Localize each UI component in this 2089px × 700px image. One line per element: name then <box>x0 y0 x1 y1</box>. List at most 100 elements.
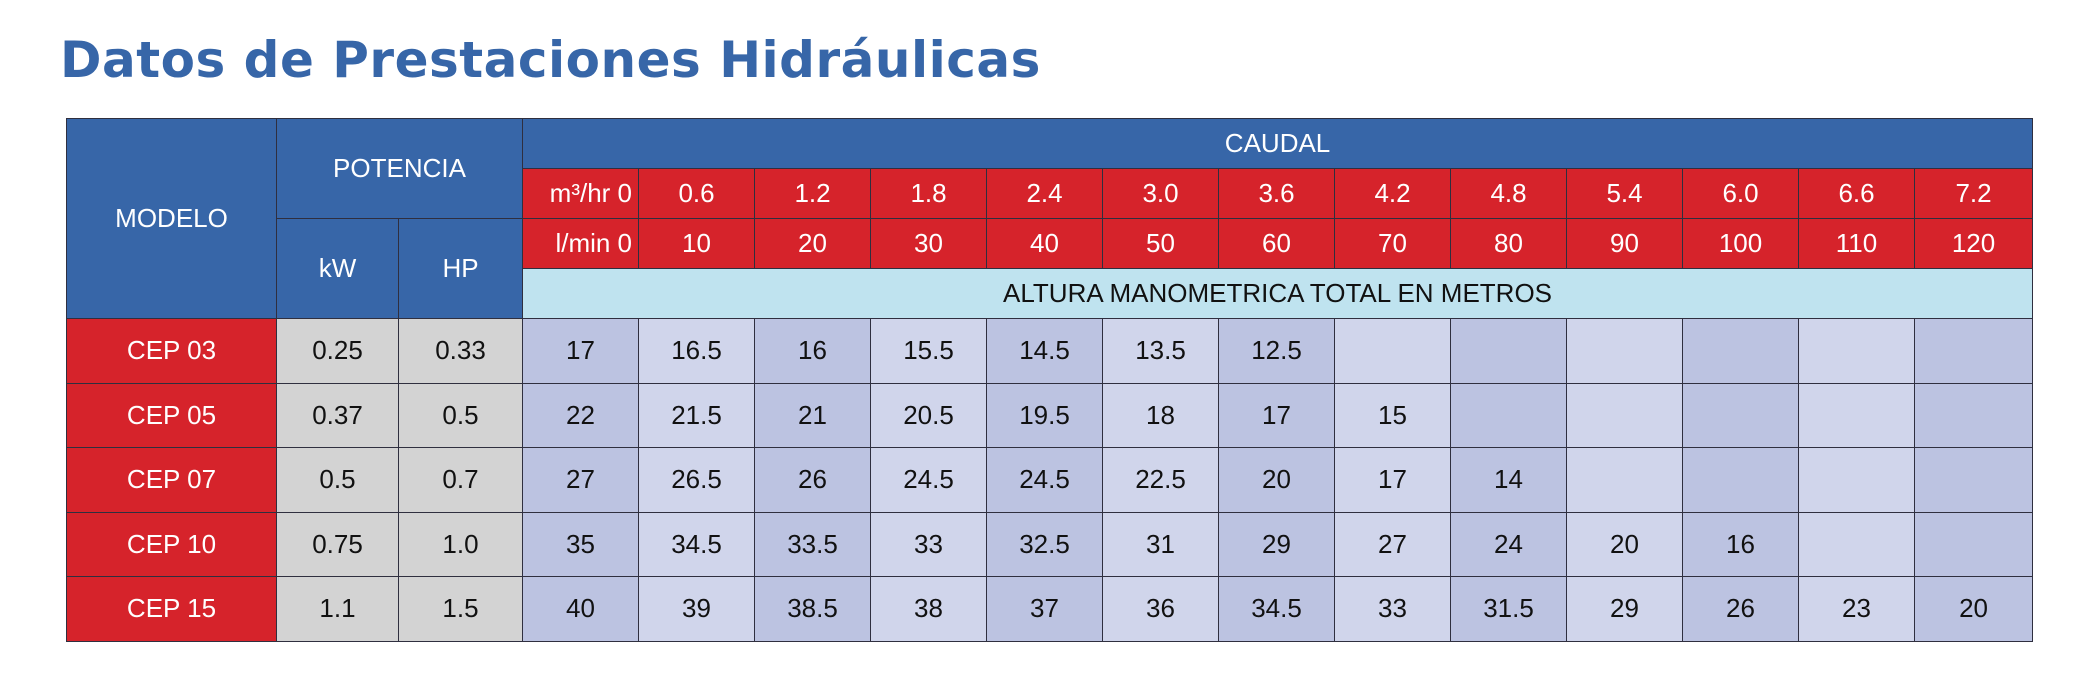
m3hr-value: 6.6 <box>1798 168 1916 219</box>
model-cell: CEP 05 <box>66 382 277 448</box>
performance-table: MODELO POTENCIA CAUDAL m³/hr 0 0.6 1.2 1.8… <box>66 118 2034 642</box>
table-row: CEP 05 0.37 0.5 22 21.5 21 20.5 19.5 18 17 15 <box>66 382 2034 448</box>
head-value-cell: 36 <box>1102 576 1220 642</box>
head-value-cell <box>1798 511 1916 577</box>
head-value-cell: 26 <box>754 447 872 513</box>
m3hr-value: 1.8 <box>870 168 988 219</box>
header-row-altura: ALTURA MANOMETRICA TOTAL EN METROS <box>67 268 2034 319</box>
table-row: CEP 10 0.75 1.0 35 34.5 33.5 33 32.5 31 29 27 24 20 1… <box>66 511 2034 577</box>
model-cell: CEP 03 <box>66 318 277 384</box>
head-value-cell: 33 <box>1334 576 1452 642</box>
head-value-cell: 21.5 <box>638 382 756 448</box>
head-value-cell: 40 <box>522 576 640 642</box>
altura-header: ALTURA MANOMETRICA TOTAL EN METROS <box>522 268 2034 319</box>
head-value-cell: 20 <box>1218 447 1336 513</box>
header-row-lmin: kW HP l/min 0 10 20 30 40 50 60 70 80 90 100 110 12… <box>67 218 2034 319</box>
head-value-cell: 16 <box>754 318 872 384</box>
head-value-cell <box>1798 447 1916 513</box>
head-value-cell: 15 <box>1334 382 1452 448</box>
m3hr-value: 7.2 <box>1914 168 2034 219</box>
model-cell: CEP 10 <box>66 511 277 577</box>
lmin-value: 20 <box>754 218 872 269</box>
head-value-cell: 16.5 <box>638 318 756 384</box>
head-value-cell: 38 <box>870 576 988 642</box>
head-value-cell: 24.5 <box>870 447 988 513</box>
head-value-cell: 31 <box>1102 511 1220 577</box>
head-value-cell: 16 <box>1682 511 1800 577</box>
head-value-cell: 12.5 <box>1218 318 1336 384</box>
m3hr-unit-label: m³/hr 0 <box>522 168 640 219</box>
head-value-cell <box>1914 382 2034 448</box>
kw-cell: 0.37 <box>276 382 399 448</box>
head-value-cell <box>1450 318 1568 384</box>
hp-cell: 0.7 <box>397 447 524 513</box>
head-value-cell <box>1566 447 1684 513</box>
head-value-cell <box>1566 382 1684 448</box>
caudal-header: CAUDAL <box>522 118 2034 169</box>
head-value-cell: 15.5 <box>870 318 988 384</box>
head-value-cell <box>1682 318 1800 384</box>
head-value-cell: 27 <box>522 447 640 513</box>
head-value-cell: 20.5 <box>870 382 988 448</box>
lmin-value: 90 <box>1566 218 1684 269</box>
lmin-value: 30 <box>870 218 988 269</box>
head-value-cell: 37 <box>986 576 1104 642</box>
hp-cell: 1.5 <box>397 576 524 642</box>
lmin-value: 70 <box>1334 218 1452 269</box>
m3hr-value: 0.6 <box>638 168 756 219</box>
kw-cell: 0.75 <box>276 511 399 577</box>
head-value-cell: 29 <box>1566 576 1684 642</box>
head-value-cell <box>1450 382 1568 448</box>
potencia-header: POTENCIA <box>275 118 524 219</box>
head-value-cell: 18 <box>1102 382 1220 448</box>
head-value-cell: 17 <box>522 318 640 384</box>
lmin-value: 50 <box>1102 218 1220 269</box>
hp-header: HP <box>397 218 524 319</box>
lmin-value: 60 <box>1218 218 1336 269</box>
hp-cell: 0.33 <box>397 318 524 384</box>
head-value-cell: 14.5 <box>986 318 1104 384</box>
head-value-cell: 24.5 <box>986 447 1104 513</box>
head-value-cell: 21 <box>754 382 872 448</box>
head-value-cell: 39 <box>638 576 756 642</box>
head-value-cell: 20 <box>1566 511 1684 577</box>
kw-cell: 0.5 <box>276 447 399 513</box>
lmin-value: 80 <box>1450 218 1568 269</box>
page-title: Datos de Prestaciones Hidráulicas <box>60 31 1041 89</box>
head-value-cell <box>1798 382 1916 448</box>
head-value-cell <box>1798 318 1916 384</box>
head-value-cell: 13.5 <box>1102 318 1220 384</box>
m3hr-value: 4.8 <box>1450 168 1568 219</box>
head-value-cell <box>1682 447 1800 513</box>
head-value-cell <box>1914 447 2034 513</box>
m3hr-value: 6.0 <box>1682 168 1800 219</box>
lmin-value: 100 <box>1682 218 1800 269</box>
head-value-cell: 26 <box>1682 576 1800 642</box>
head-value-cell: 31.5 <box>1450 576 1568 642</box>
kw-header: kW <box>276 218 399 319</box>
m3hr-value: 5.4 <box>1566 168 1684 219</box>
m3hr-value: 1.2 <box>754 168 872 219</box>
head-value-cell: 22.5 <box>1102 447 1220 513</box>
lmin-value: 110 <box>1798 218 1916 269</box>
lmin-value: 40 <box>986 218 1104 269</box>
lmin-unit-label: l/min 0 <box>522 218 640 269</box>
head-value-cell: 17 <box>1218 382 1336 448</box>
header-row-m3hr: m³/hr 0 0.6 1.2 1.8 2.4 3.0 3.6 4.2 4.8 5.4 6.0 6.… <box>67 168 2034 219</box>
model-cell: CEP 15 <box>66 576 277 642</box>
head-value-cell: 23 <box>1798 576 1916 642</box>
head-value-cell <box>1682 382 1800 448</box>
head-value-cell: 29 <box>1218 511 1336 577</box>
head-value-cell: 24 <box>1450 511 1568 577</box>
head-value-cell <box>1914 511 2034 577</box>
table-body: CEP 03 0.25 0.33 17 16.5 16 15.5 14.5 13.5 12.5 CE… <box>66 318 2034 642</box>
hp-cell: 1.0 <box>397 511 524 577</box>
head-value-cell: 33 <box>870 511 988 577</box>
kw-cell: 1.1 <box>276 576 399 642</box>
table-row: CEP 03 0.25 0.33 17 16.5 16 15.5 14.5 13.5 12.5 <box>66 318 2034 384</box>
hp-cell: 0.5 <box>397 382 524 448</box>
modelo-header: MODELO <box>66 118 277 319</box>
kw-cell: 0.25 <box>276 318 399 384</box>
lmin-value: 10 <box>638 218 756 269</box>
head-value-cell: 19.5 <box>986 382 1104 448</box>
